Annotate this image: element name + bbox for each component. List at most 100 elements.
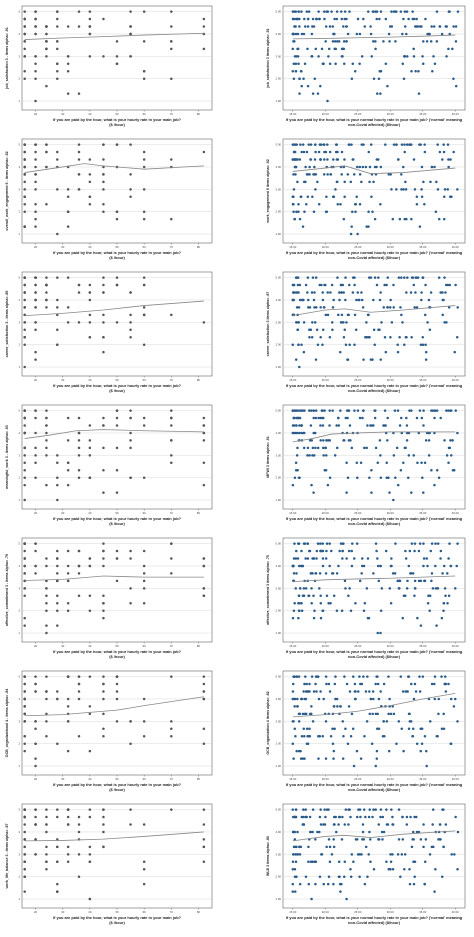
data-point: [129, 55, 132, 58]
data-point: [386, 439, 389, 442]
data-point: [400, 313, 403, 317]
data-point: [115, 276, 119, 279]
x-tick-label: 30: [61, 777, 65, 781]
data-point: [291, 742, 295, 745]
data-point: [390, 10, 393, 13]
data-point: [299, 564, 303, 568]
data-point: [386, 823, 390, 826]
data-point: [384, 143, 387, 146]
data-point: [102, 158, 105, 161]
data-point: [23, 25, 26, 28]
data-point: [325, 210, 329, 213]
data-point: [413, 594, 416, 598]
data-point: [413, 542, 417, 545]
data-point: [316, 446, 320, 450]
data-point: [410, 491, 413, 494]
x-tick-label: 60: [143, 112, 147, 116]
data-point: [377, 697, 381, 701]
data-point: [337, 313, 340, 317]
data-point: [394, 542, 397, 545]
data-point: [301, 225, 305, 228]
data-point: [66, 860, 70, 864]
data-point: [403, 10, 407, 13]
data-point: [389, 867, 392, 871]
data-point: [297, 594, 301, 598]
data-point: [319, 335, 322, 339]
data-point: [66, 25, 70, 28]
data-point: [321, 609, 324, 612]
data-point: [317, 734, 320, 738]
data-point: [336, 40, 339, 43]
data-point: [23, 335, 26, 339]
data-point: [115, 675, 119, 678]
y-tick-label: 4: [18, 298, 20, 302]
data-point: [378, 439, 382, 442]
data-point: [447, 594, 451, 598]
data-point: [384, 424, 387, 427]
data-point: [23, 830, 26, 834]
data-point: [404, 446, 407, 450]
data-point: [330, 572, 334, 575]
y-tick-label: 5.00: [276, 542, 282, 546]
data-point: [304, 875, 308, 878]
y-tick-label: 3.00: [276, 320, 282, 324]
data-point: [371, 690, 375, 693]
data-point: [142, 10, 146, 13]
data-point: [362, 609, 366, 612]
data-point: [423, 882, 426, 886]
data-point: [430, 165, 434, 169]
data-point: [77, 431, 81, 435]
data-point: [443, 321, 446, 324]
data-point: [362, 838, 366, 841]
data-point: [369, 32, 373, 36]
data-point: [34, 682, 37, 686]
data-point: [309, 424, 313, 427]
data-point: [309, 572, 313, 575]
data-point: [328, 150, 332, 154]
data-point: [56, 77, 59, 80]
data-point: [448, 10, 451, 13]
data-point: [320, 853, 323, 856]
data-point: [421, 335, 424, 339]
data-point: [66, 439, 70, 442]
data-point: [327, 838, 331, 841]
data-point: [361, 165, 365, 169]
y-tick-label: 3: [18, 320, 20, 324]
data-point: [315, 675, 319, 678]
data-point: [454, 40, 458, 43]
data-point: [319, 616, 323, 620]
data-point: [202, 557, 206, 560]
data-point: [434, 867, 437, 871]
data-point: [384, 17, 388, 21]
data-point: [423, 461, 427, 465]
y-tick-label: 5.00: [276, 276, 282, 280]
y-tick-label: 1: [18, 764, 20, 768]
data-point: [336, 180, 339, 184]
data-point: [428, 594, 432, 598]
data-point: [351, 62, 355, 66]
data-point: [34, 99, 37, 103]
data-point: [88, 32, 92, 36]
data-point: [292, 173, 295, 176]
data-point: [334, 150, 338, 154]
data-point: [300, 601, 303, 605]
data-point: [306, 276, 310, 279]
data-point: [401, 616, 405, 620]
data-point: [441, 158, 444, 161]
data-point: [352, 764, 356, 768]
data-point: [353, 69, 357, 73]
x-tick-label: 30.00: [387, 245, 394, 249]
data-point: [336, 276, 339, 279]
data-point: [298, 882, 302, 886]
x-tick-label: 50: [115, 112, 119, 116]
data-point: [318, 830, 321, 834]
data-point: [372, 328, 376, 332]
data-point: [335, 697, 339, 701]
data-point: [310, 32, 314, 36]
data-point: [359, 815, 362, 819]
data-point: [437, 217, 441, 221]
data-point: [312, 25, 316, 28]
data-point: [400, 853, 404, 856]
